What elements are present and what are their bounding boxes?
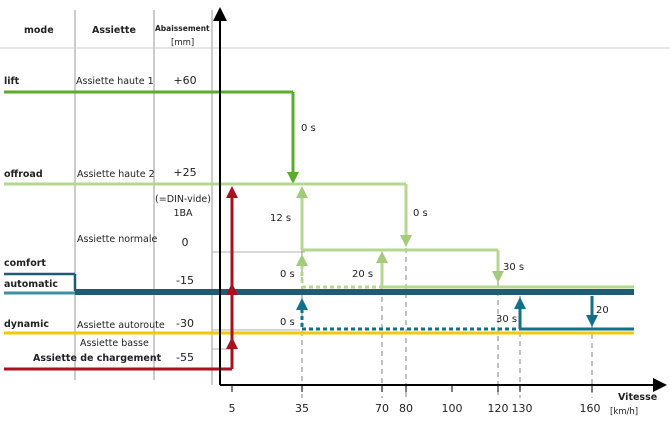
autoroute-level-line [296,296,634,331]
abaissement-chargement: -55 [176,351,194,364]
assiette-basse: Assiette basse [80,338,149,349]
comfort-light-green-line [296,251,634,289]
abaissement-autoroute: -30 [176,317,194,330]
x-tick-label: 5 [229,402,236,415]
x-tick-label: 70 [375,402,389,415]
x-tick-label: 120 [488,402,509,415]
time-label: 12 s [270,213,291,224]
normal-level-line [296,186,504,283]
time-label: 20 s [352,269,373,280]
abaissement-haute-2: +25 [173,166,196,179]
abaissement-din-note: 1BA [173,208,193,219]
header-abaissement-unit: [mm] [171,38,194,48]
x-axis-title: Vitesse [618,392,657,403]
assiette-haute-1: Assiette haute 1 [76,76,154,87]
mode-dynamic: dynamic [4,319,49,330]
x-tick-marks [231,385,593,392]
mode-comfort: comfort [4,258,46,269]
abaissement-normale: 0 [182,236,189,249]
abaissement-din-note: (=DIN-vide) [155,194,211,205]
automatic-level-line [4,289,634,295]
mode-offroad: offroad [4,169,43,180]
x-axis-unit: [km/h] [610,407,638,417]
assiette-haute-2: Assiette haute 2 [77,169,155,180]
x-tick-label: 100 [442,402,463,415]
loading-level-line [4,186,238,371]
x-tick-label: 35 [295,402,309,415]
x-tick-label: 80 [399,402,413,415]
header-abaissement: Abaissement [155,24,210,33]
assiette-chargement: Assiette de chargement [33,353,162,364]
time-label: 0 s [301,123,316,134]
time-label: 0 s [280,269,295,280]
header-assiette: Assiette [92,25,136,36]
header-mode: mode [24,25,54,36]
offroad-level-line [4,182,412,247]
mode-lift: lift [4,76,20,87]
x-tick-label: 160 [580,402,601,415]
time-label: 0 s [280,317,295,328]
abaissement-comfort: -15 [176,274,194,287]
abaissement-haute-1: +60 [173,74,196,87]
speed-markers [301,248,593,398]
assiette-autoroute: Assiette autoroute [77,320,165,331]
time-label: 20 [596,305,609,316]
time-label: 30 s [503,262,524,273]
x-tick-label: 130 [512,402,533,415]
time-label: 30 s [496,314,517,325]
lift-level-line [4,90,299,184]
time-label: 0 s [413,208,428,219]
comfort-level-line [4,272,77,291]
assiette-normale: Assiette normale [77,234,157,245]
mode-automatic: automatic [4,279,58,290]
